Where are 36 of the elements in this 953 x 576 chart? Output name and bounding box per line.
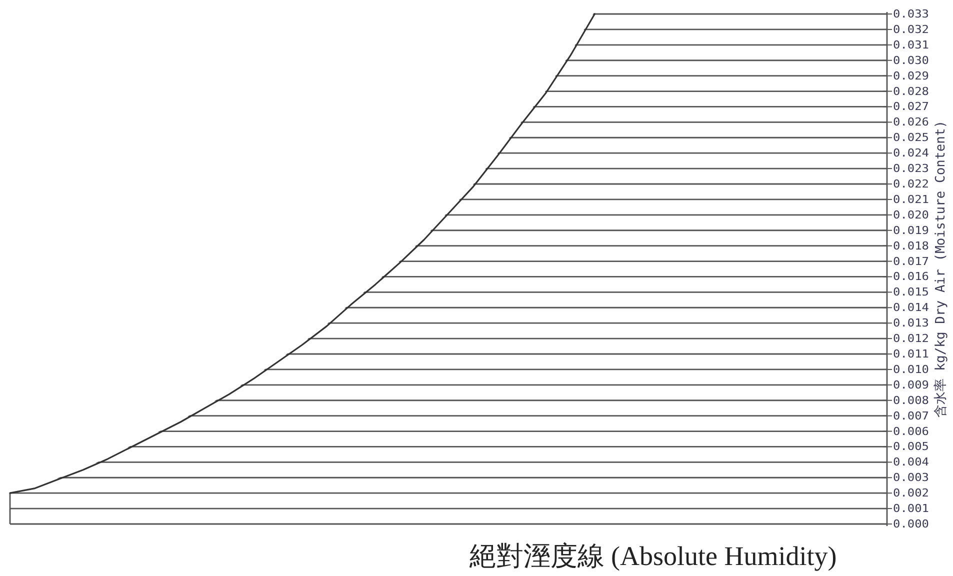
y-tick-label: 0.024 (893, 146, 930, 160)
y-tick-label: 0.002 (893, 486, 929, 500)
y-tick-label: 0.010 (893, 362, 929, 376)
y-tick-label: 0.027 (893, 100, 929, 114)
y-tick-label: 0.028 (893, 84, 929, 98)
y-tick-label: 0.005 (893, 440, 929, 454)
y-tick-label: 0.016 (893, 270, 929, 284)
y-tick-label: 0.029 (893, 69, 929, 82)
y-tick-label: 0.032 (893, 22, 929, 36)
y-tick-label: 0.018 (893, 239, 929, 252)
y-tick-label: 0.019 (893, 224, 929, 237)
y-tick-label: 0.022 (893, 178, 929, 190)
y-tick-label: 0.012 (893, 332, 929, 346)
y-tick-label: 0.004 (893, 456, 930, 469)
y-tick-label: 0.020 (893, 208, 929, 222)
y-tick-label: 0.017 (893, 254, 929, 268)
y-tick-label: 0.031 (893, 38, 929, 52)
y-tick-label: 0.023 (893, 162, 929, 176)
y-tick-label: 0.021 (893, 192, 929, 206)
y-tick-label: 0.003 (893, 471, 929, 484)
y-tick-label: 0.033 (893, 8, 929, 20)
y-tick-label: 0.014 (893, 301, 930, 314)
y-tick-label: 0.011 (893, 348, 929, 360)
y-tick-label: 0.000 (893, 518, 929, 530)
y-tick-label: 0.006 (893, 424, 929, 438)
y-tick-label: 0.013 (893, 316, 929, 330)
y-tick-label: 0.030 (893, 54, 929, 67)
y-axis-title: 含水率 kg/kg Dry Air (Moisture Content) (932, 120, 948, 418)
y-tick-label: 0.008 (893, 394, 929, 407)
y-tick-label: 0.025 (893, 131, 929, 144)
y-tick-label: 0.015 (893, 286, 929, 299)
y-tick-label: 0.026 (893, 116, 929, 129)
y-tick-label: 0.009 (893, 378, 929, 392)
y-tick-label: 0.007 (893, 409, 929, 422)
y-tick-label: 0.001 (893, 502, 929, 516)
x-axis-title: 絕對溼度線 (Absolute Humidity) (468, 541, 837, 571)
